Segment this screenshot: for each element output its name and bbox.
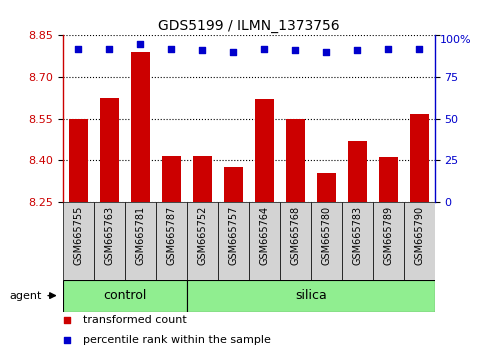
Point bbox=[291, 47, 299, 53]
Bar bbox=[100, 98, 118, 202]
Text: GSM665757: GSM665757 bbox=[228, 206, 238, 265]
Text: GSM665790: GSM665790 bbox=[414, 206, 424, 265]
Bar bbox=[162, 156, 181, 202]
Point bbox=[354, 47, 361, 53]
Point bbox=[260, 46, 268, 52]
Bar bbox=[63, 202, 94, 280]
Text: GSM665780: GSM665780 bbox=[321, 206, 331, 265]
Point bbox=[63, 318, 71, 323]
Bar bbox=[131, 52, 150, 202]
Bar bbox=[311, 202, 342, 280]
Bar bbox=[348, 141, 367, 202]
Point bbox=[168, 46, 175, 52]
Bar bbox=[224, 167, 242, 202]
Point bbox=[415, 46, 423, 52]
Bar bbox=[218, 202, 249, 280]
Point bbox=[105, 46, 113, 52]
Bar bbox=[342, 202, 373, 280]
Bar bbox=[286, 119, 304, 202]
Text: GSM665789: GSM665789 bbox=[383, 206, 393, 265]
Text: transformed count: transformed count bbox=[83, 315, 187, 325]
Text: GSM665755: GSM665755 bbox=[73, 206, 83, 265]
Bar bbox=[317, 173, 336, 202]
Bar bbox=[410, 114, 428, 202]
Bar bbox=[193, 156, 212, 202]
Text: GSM665787: GSM665787 bbox=[166, 206, 176, 265]
Bar bbox=[249, 202, 280, 280]
Point bbox=[384, 46, 392, 52]
Text: GSM665781: GSM665781 bbox=[135, 206, 145, 265]
Text: silica: silica bbox=[295, 289, 327, 302]
Bar bbox=[187, 280, 435, 312]
Bar bbox=[187, 202, 218, 280]
Text: control: control bbox=[103, 289, 146, 302]
Bar bbox=[94, 202, 125, 280]
Bar bbox=[63, 280, 187, 312]
Bar bbox=[125, 202, 156, 280]
Bar bbox=[255, 99, 273, 202]
Text: GSM665764: GSM665764 bbox=[259, 206, 269, 265]
Text: GSM665783: GSM665783 bbox=[352, 206, 362, 265]
Bar bbox=[379, 158, 398, 202]
Bar bbox=[404, 202, 435, 280]
Text: GSM665768: GSM665768 bbox=[290, 206, 300, 265]
Point bbox=[199, 47, 206, 53]
Point bbox=[322, 49, 330, 55]
Point bbox=[63, 337, 71, 343]
Title: GDS5199 / ILMN_1373756: GDS5199 / ILMN_1373756 bbox=[158, 19, 340, 33]
Point bbox=[229, 49, 237, 55]
Point bbox=[136, 41, 144, 46]
Text: agent: agent bbox=[10, 291, 42, 301]
Text: GSM665763: GSM665763 bbox=[104, 206, 114, 265]
Bar bbox=[373, 202, 404, 280]
Text: percentile rank within the sample: percentile rank within the sample bbox=[83, 335, 271, 345]
Point bbox=[74, 46, 82, 52]
Bar bbox=[280, 202, 311, 280]
Bar bbox=[156, 202, 187, 280]
Text: GSM665752: GSM665752 bbox=[197, 206, 207, 265]
Text: 100%: 100% bbox=[440, 35, 472, 45]
Bar bbox=[69, 119, 87, 202]
